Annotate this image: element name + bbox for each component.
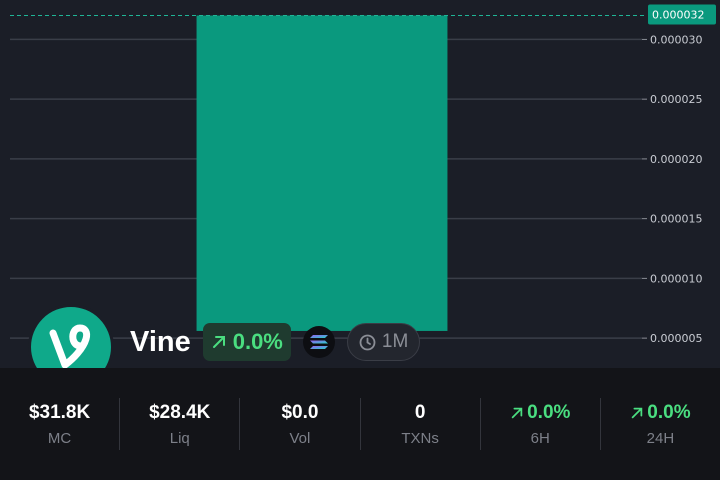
y-tick-label: 0.000030 bbox=[650, 33, 703, 46]
stat-value: 0.0% bbox=[510, 402, 570, 424]
price-change-badge: 0.0% bbox=[202, 323, 291, 361]
y-tick-label: 0.000025 bbox=[650, 93, 703, 106]
stat-label: Liq bbox=[169, 429, 190, 447]
stat-transactions: 0 TXNs bbox=[361, 398, 481, 450]
y-tick-label: 0.000015 bbox=[650, 213, 703, 226]
clock-icon bbox=[359, 334, 376, 350]
token-header: Vine 0.0% 1M bbox=[28, 304, 421, 390]
stat-label: 24H bbox=[646, 429, 675, 447]
stat-value: $0.0 bbox=[281, 401, 319, 423]
y-tick-label: 0.000020 bbox=[650, 153, 703, 166]
stat-label: TXNs bbox=[401, 429, 439, 447]
stat-value: $31.8K bbox=[28, 401, 91, 423]
stat-volume: $0.0 Vol bbox=[240, 398, 361, 450]
current-price-marker: 0.000032 bbox=[10, 4, 716, 25]
stat-value: 0 bbox=[414, 401, 426, 423]
stat-value: 0.0% bbox=[630, 401, 691, 424]
arrow-up-right-icon bbox=[212, 336, 225, 348]
stats-bar: $31.8K MC $28.4K Liq $0.0 Vol 0 TXNs 0.0… bbox=[0, 368, 720, 480]
token-age: 1M bbox=[381, 331, 409, 352]
price-bar bbox=[196, 15, 448, 331]
price-change-value: 0.0% bbox=[232, 329, 283, 354]
stat-value-text: 0.0% bbox=[647, 401, 691, 423]
chart-bars bbox=[196, 15, 448, 331]
current-price-label: 0.000032 bbox=[652, 9, 705, 22]
y-axis: 0.000005 0.000010 0.000015 0.000020 0.000025… bbox=[642, 33, 703, 345]
stat-change-24h: 0.0% 24H bbox=[601, 398, 720, 450]
stat-value-text: 0.0% bbox=[527, 401, 571, 423]
vine-logo-icon bbox=[49, 324, 91, 369]
solana-icon[interactable] bbox=[302, 326, 335, 358]
stat-liquidity: $28.4K Liq bbox=[120, 398, 241, 450]
price-chart[interactable]: 0.000005 0.000010 0.000015 0.000020 0.000025… bbox=[0, 0, 720, 368]
current-price-tag bbox=[648, 4, 716, 25]
y-tick-label: 0.000010 bbox=[650, 272, 703, 285]
y-tick-label: 0.000005 bbox=[650, 332, 703, 345]
token-age-badge: 1M bbox=[346, 323, 421, 361]
token-name: Vine bbox=[130, 325, 191, 358]
stat-label: 6H bbox=[530, 429, 550, 447]
stat-value: $28.4K bbox=[149, 401, 211, 423]
stat-market-cap: $31.8K MC bbox=[0, 398, 121, 450]
stat-label: MC bbox=[47, 429, 72, 447]
arrow-up-right-icon bbox=[511, 407, 523, 418]
arrow-up-right-icon bbox=[632, 407, 643, 418]
stat-label: Vol bbox=[289, 429, 311, 447]
stat-change-6h: 0.0% 6H bbox=[481, 398, 601, 450]
